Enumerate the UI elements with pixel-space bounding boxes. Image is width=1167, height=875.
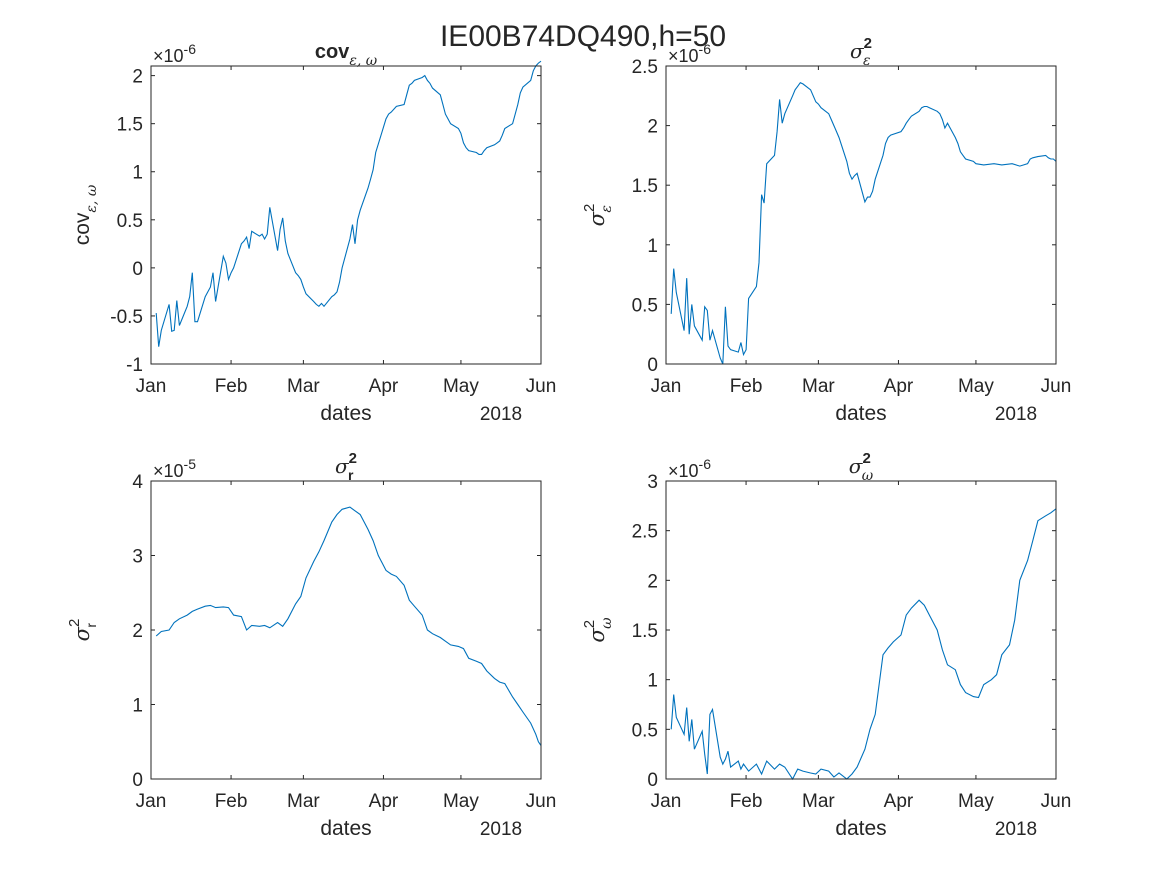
x-year-label: 2018 (480, 819, 522, 840)
subplot-title-sigma-r: σ2 r (335, 450, 357, 483)
subplot-title-sigma-eps: σ2 ε (850, 35, 872, 69)
y-tick-label: -1 (126, 355, 143, 376)
y-tick-label: 0 (647, 355, 658, 376)
y-tick-label: 1 (132, 163, 143, 184)
y-axis-label-sigma-omega: σ2ω (581, 617, 615, 643)
y-axis-label-cov: covε, ω (71, 184, 100, 245)
y-tick-label: 1.5 (632, 621, 658, 642)
y-tick-label: 0.5 (117, 211, 143, 232)
x-axis-label: dates (320, 817, 371, 840)
y-tick-label: 1 (647, 236, 658, 257)
series-line-sigma-eps (670, 82, 1057, 365)
y-tick-label: 2 (647, 117, 658, 138)
x-axis-label: dates (320, 402, 371, 425)
subplot-title-cov: covε, ω (315, 41, 378, 69)
x-tick-label: Mar (802, 791, 835, 812)
x-tick-label: Jan (136, 376, 167, 397)
axes-box-sigma-omega (665, 480, 1057, 780)
y-tick-label: 1 (647, 671, 658, 692)
x-axis-label: dates (835, 402, 886, 425)
x-tick-label: Jan (651, 791, 682, 812)
x-tick-label: May (443, 376, 479, 397)
x-tick-label: May (443, 791, 479, 812)
x-tick-label: Jun (1041, 376, 1072, 397)
x-tick-label: Feb (730, 376, 763, 397)
x-tick-label: Mar (802, 376, 835, 397)
y-tick-label: 0.5 (632, 295, 658, 316)
y-tick-label: 0 (132, 259, 143, 280)
y-exponent-label: ×10-6 (153, 41, 196, 66)
x-tick-label: Mar (287, 791, 320, 812)
figure-suptitle: IE00B74DQ490,h=50 (440, 20, 726, 53)
x-axis-label: dates (835, 817, 886, 840)
y-tick-label: 2.5 (632, 522, 658, 543)
y-tick-label: 3 (132, 547, 143, 568)
axes-box-sigma-r (150, 480, 542, 780)
y-tick-label: 0 (647, 770, 658, 791)
y-tick-label: 2 (132, 67, 143, 88)
subplot-grid: Jan Feb Mar Apr May Jun -1 -0.5 0 0.5 1 1.5 2 ×10-6 da… (66, 35, 1071, 840)
subplot-cov: Jan Feb Mar Apr May Jun -1 -0.5 0 0.5 1 1.5 2 ×10-6 da… (71, 41, 556, 425)
y-tick-label: 2.5 (632, 57, 658, 78)
x-tick-label: Jun (1041, 791, 1072, 812)
y-exponent-label: ×10-6 (668, 456, 711, 481)
x-tick-label: Feb (215, 791, 248, 812)
y-tick-label: 4 (132, 472, 143, 493)
x-tick-label: Apr (369, 791, 399, 812)
y-axis-label-sigma-r: σ2r (66, 619, 99, 642)
series-line-sigma-r (155, 506, 542, 746)
y-axis-label-sigma-eps: σ2ε (581, 204, 615, 227)
y-tick-label: 1.5 (117, 115, 143, 136)
x-tick-label: May (958, 791, 994, 812)
x-year-label: 2018 (480, 404, 522, 425)
x-tick-label: Apr (369, 376, 399, 397)
y-exponent-label: ×10-5 (153, 456, 196, 481)
y-tick-label: 0 (132, 770, 143, 791)
subplot-sigma-r: Jan Feb Mar Apr May Jun 0 1 2 3 4 ×10-5 dates 2018 σ2 r… (66, 450, 556, 840)
series-line-sigma-omega (670, 508, 1057, 781)
y-tick-label: 2 (132, 621, 143, 642)
x-year-label: 2018 (995, 404, 1037, 425)
x-tick-label: Jan (651, 376, 682, 397)
axes-box-cov (150, 65, 542, 365)
y-tick-label: 3 (647, 472, 658, 493)
subplot-sigma-omega: Jan Feb Mar Apr May Jun 0 0.5 1 1.5 2 2.5 3 ×10-6 date… (581, 450, 1071, 840)
x-tick-label: May (958, 376, 994, 397)
subplot-title-sigma-omega: σ2 ω (849, 450, 874, 484)
subplot-sigma-eps: Jan Feb Mar Apr May Jun 0 0.5 1 1.5 2 2.5 ×10-6 dates… (581, 35, 1071, 425)
x-tick-label: Apr (884, 376, 914, 397)
y-tick-label: 1.5 (632, 176, 658, 197)
x-tick-label: Jun (526, 376, 557, 397)
x-year-label: 2018 (995, 819, 1037, 840)
y-tick-label: 2 (647, 571, 658, 592)
x-tick-label: Mar (287, 376, 320, 397)
y-tick-label: -0.5 (110, 307, 143, 328)
x-tick-label: Jun (526, 791, 557, 812)
axes-box-sigma-eps (665, 65, 1057, 365)
x-tick-label: Feb (215, 376, 248, 397)
x-tick-label: Apr (884, 791, 914, 812)
x-tick-label: Jan (136, 791, 167, 812)
series-line-cov (155, 60, 542, 347)
y-tick-label: 1 (132, 696, 143, 717)
y-tick-label: 0.5 (632, 720, 658, 741)
y-exponent-label: ×10-6 (668, 41, 711, 66)
x-tick-label: Feb (730, 791, 763, 812)
